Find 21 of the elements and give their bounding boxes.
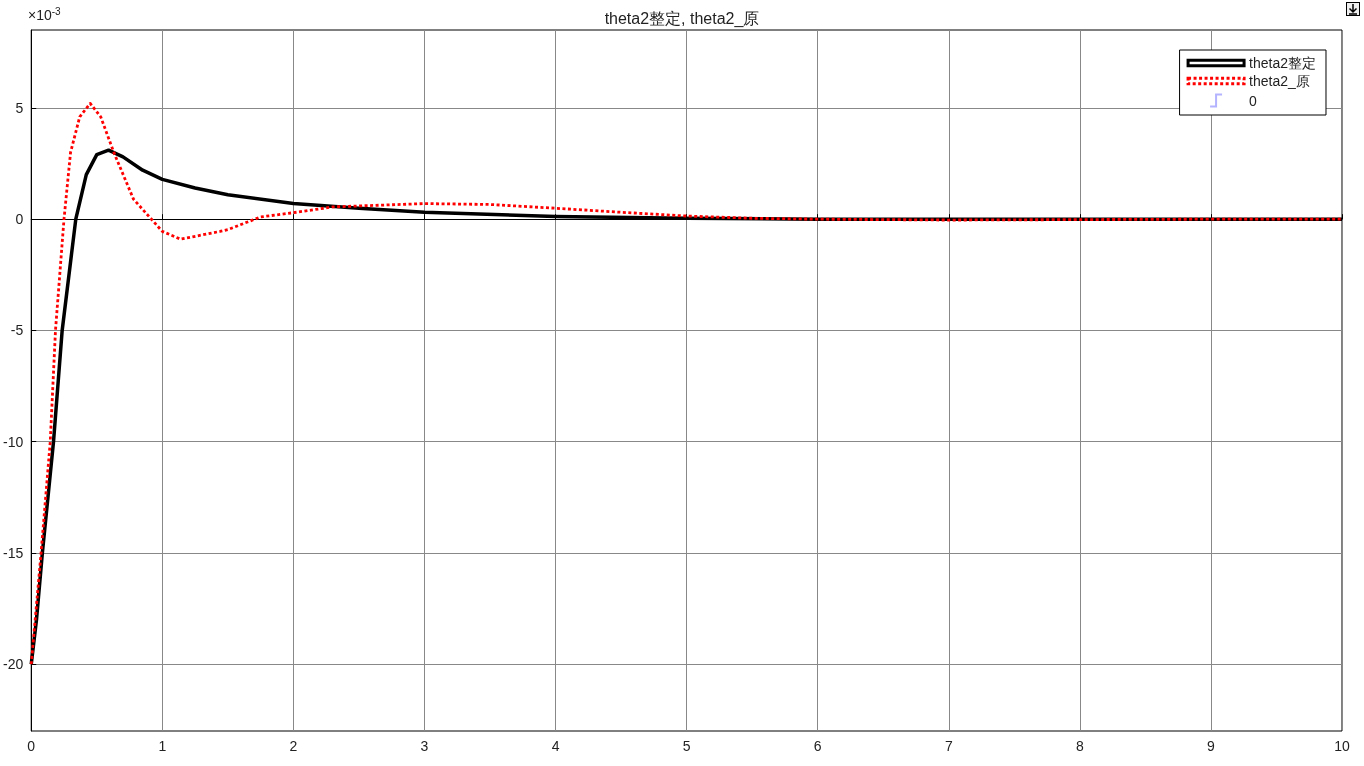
y-tick-label: -20	[3, 656, 24, 673]
x-tick-label: 9	[1207, 738, 1216, 754]
x-tick-label: 0	[27, 738, 36, 754]
legend-label: theta2整定	[1249, 55, 1317, 71]
y-tick-label: 0	[15, 211, 24, 228]
legend-label: 0	[1249, 92, 1258, 109]
x-tick-label: 2	[289, 738, 298, 754]
x-tick-label: 8	[1075, 738, 1084, 754]
y-tick-label: -5	[10, 322, 24, 339]
x-tick-label: 5	[682, 738, 691, 754]
legend-label: theta2_原	[1249, 73, 1310, 89]
x-tick-label: 3	[420, 738, 429, 754]
x-tick-label: 7	[944, 738, 953, 754]
chart-title: theta2整定, theta2_原	[604, 9, 760, 28]
x-tick-label: 10	[1334, 738, 1350, 754]
x-tick-label: 4	[551, 738, 560, 754]
y-tick-label: -15	[3, 544, 24, 561]
y-tick-label: 5	[15, 99, 24, 116]
x-tick-label: 1	[158, 738, 167, 754]
y-tick-label: -10	[3, 433, 24, 450]
x-tick-label: 6	[813, 738, 822, 754]
